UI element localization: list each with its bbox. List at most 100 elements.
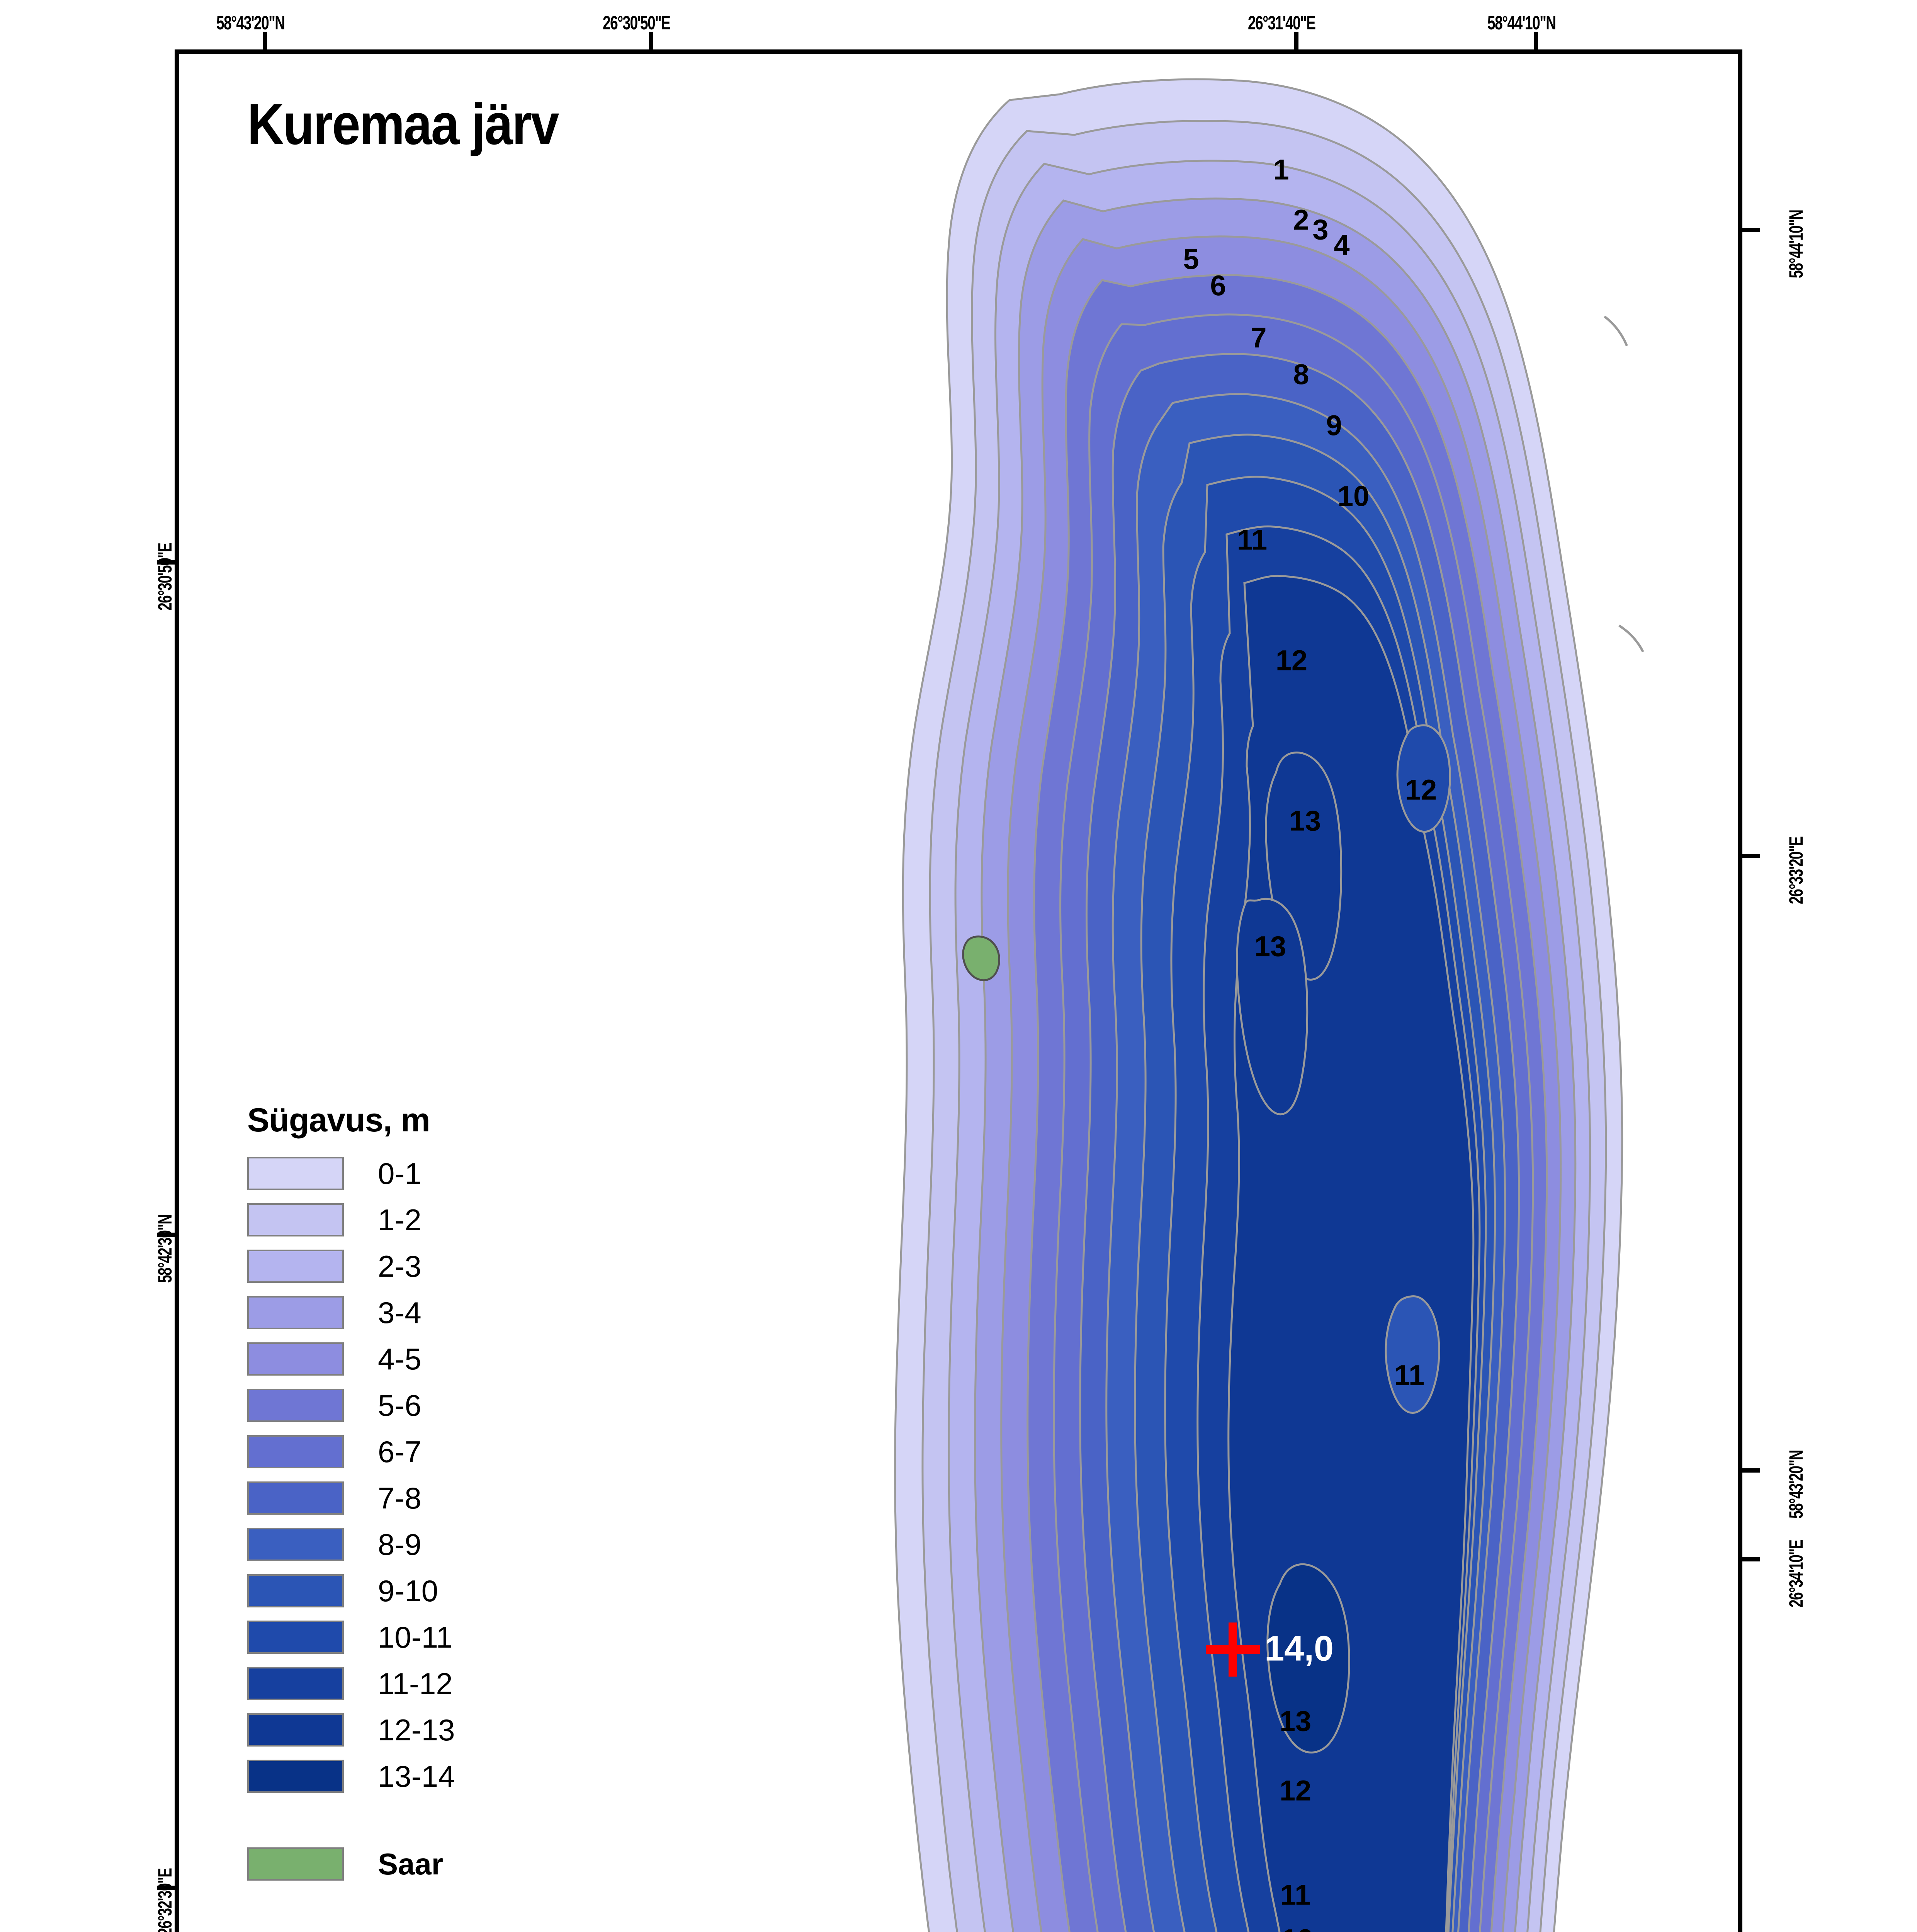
depth-swatch: [247, 1760, 344, 1793]
depth-contour-label: 9: [1326, 409, 1342, 442]
graticule-tick-left: [157, 560, 175, 565]
legend-item-depth[interactable]: 8-9: [247, 1521, 711, 1568]
depth-swatch: [247, 1713, 344, 1747]
legend-label-depth: 6-7: [378, 1434, 421, 1469]
depth-contour-label: 5: [1183, 243, 1199, 276]
graticule-label-right: 58°44'10"N: [1785, 210, 1807, 278]
deepest-point-marker: [1206, 1622, 1260, 1677]
legend-item-depth[interactable]: 10-11: [247, 1614, 711, 1660]
graticule-tick-right: [1742, 1468, 1760, 1473]
legend-label-depth: 10-11: [378, 1620, 453, 1654]
depth-contour-label: 12: [1405, 774, 1437, 806]
legend-item-depth[interactable]: 1-2: [247, 1197, 711, 1243]
legend-item-island[interactable]: Saar: [247, 1835, 711, 1893]
graticule-tick-right: [1742, 228, 1760, 232]
graticule-label-right: 58°43'20"N: [1785, 1450, 1807, 1519]
legend-item-depth[interactable]: 3-4: [247, 1289, 711, 1336]
depth-contour-label: 13: [1279, 1705, 1312, 1737]
depth-contour-label: 12: [1275, 644, 1308, 677]
depth-contour-label: 4: [1334, 229, 1350, 261]
legend-label-depth: 2-3: [378, 1249, 421, 1283]
legend-item-depth[interactable]: 5-6: [247, 1382, 711, 1429]
deep-pocket-east: [1396, 724, 1451, 833]
legend-label-depth: 9-10: [378, 1573, 438, 1608]
depth-swatch: [247, 1203, 344, 1236]
depth-swatch: [247, 1296, 344, 1329]
deep-pocket-mid-east: [1385, 1295, 1440, 1414]
graticule-tick-top: [1294, 32, 1298, 49]
depth-contour-label: 13: [1289, 804, 1321, 837]
legend-label-depth: 4-5: [378, 1342, 421, 1376]
graticule-tick-right: [1742, 1557, 1760, 1561]
shoreline-filament-e: [1618, 624, 1644, 653]
legend: Sügavus, m 0-1 1-2 2-3 3-4 4-5 5-6 6-7 7-8 8-9 9-…: [247, 1101, 711, 1932]
graticule-label-top: 58°44'10"N: [1487, 12, 1556, 34]
legend-item-depth[interactable]: 12-13: [247, 1707, 711, 1753]
island-swatch-box: [247, 1847, 344, 1881]
legend-item-depth[interactable]: 7-8: [247, 1475, 711, 1521]
depth-contour-label: 13: [1254, 930, 1286, 963]
legend-title: Sügavus, m: [247, 1102, 430, 1139]
depth-contour-label: 3: [1312, 213, 1329, 246]
legend-label-island: Saar: [378, 1847, 444, 1881]
legend-item-depth[interactable]: 6-7: [247, 1429, 711, 1475]
graticule-tick-right: [1742, 854, 1760, 858]
depth-contour-label: 10: [1337, 480, 1370, 512]
island-saar: [962, 935, 1000, 981]
island-swatch: [247, 1847, 344, 1881]
graticule-label-left: 26°30'50"E: [154, 543, 176, 611]
map-canvas[interactable]: 1234567891011121213131113121110987654321…: [179, 54, 1738, 1932]
legend-label-depth: 13-14: [378, 1759, 455, 1793]
page-title: Kuremaa järv: [247, 92, 559, 156]
depth-swatch: [247, 1528, 344, 1561]
depth-contour-label: 1: [1273, 153, 1289, 186]
legend-label-depth: 11-12: [378, 1666, 453, 1701]
graticule-tick-left: [157, 1886, 175, 1890]
graticule-label-left: 26°32'30"E: [154, 1868, 176, 1932]
legend-item-depth[interactable]: 13-14: [247, 1753, 711, 1799]
graticule-tick-top: [1534, 32, 1538, 49]
bathymetry-svg: [894, 78, 1644, 1932]
depth-contour-label: 11: [1237, 524, 1268, 556]
graticule-label-right: 26°33'20"E: [1785, 837, 1807, 904]
depth-swatch: [247, 1250, 344, 1283]
legend-item-depth[interactable]: 0-1: [247, 1150, 711, 1197]
graticule-label-left: 58°42'30"N: [154, 1214, 176, 1283]
legend-label-depth: 0-1: [378, 1156, 421, 1190]
depth-swatch: [247, 1389, 344, 1422]
depth-swatch: [247, 1435, 344, 1468]
depth-swatch: [247, 1574, 344, 1607]
graticule-tick-left: [157, 1233, 175, 1237]
depth-swatch: [247, 1342, 344, 1376]
graticule-tick-top: [263, 32, 267, 49]
legend-label-depth: 7-8: [378, 1481, 421, 1515]
depth-contour-label: 11: [1280, 1879, 1311, 1911]
graticule-label-right: 26°34'10"E: [1785, 1540, 1807, 1607]
legend-item-depth[interactable]: 11-12: [247, 1660, 711, 1707]
graticule-label-top: 26°31'40"E: [1248, 12, 1316, 34]
depth-contour-label: 8: [1293, 358, 1309, 391]
legend-label-depth: 8-9: [378, 1527, 421, 1561]
graticule-label-top: 26°30'50"E: [603, 12, 671, 34]
deep-pocket-north-b: [1236, 898, 1309, 1116]
legend-item-deepest-point[interactable]: Sügavaim punkt, m: [247, 1930, 711, 1932]
depth-swatch: [247, 1157, 344, 1190]
legend-label-depth: 1-2: [378, 1202, 421, 1237]
depth-contour-label: 2: [1293, 204, 1309, 236]
shoreline-filament-ne: [1604, 315, 1628, 347]
depth-contour-label: 10: [1281, 1923, 1313, 1932]
depth-swatch: [247, 1621, 344, 1654]
depth-contour-label: 7: [1251, 321, 1267, 354]
legend-item-depth[interactable]: 2-3: [247, 1243, 711, 1289]
graticule-label-top: 58°43'20"N: [216, 12, 285, 34]
graticule-tick-top: [649, 32, 653, 49]
depth-contour-label: 12: [1279, 1774, 1312, 1807]
legend-label-depth: 3-4: [378, 1295, 421, 1330]
depth-contour-label: 6: [1210, 269, 1226, 302]
legend-item-depth[interactable]: 9-10: [247, 1568, 711, 1614]
depth-contour-label: 11: [1394, 1359, 1425, 1391]
depth-swatch: [247, 1481, 344, 1515]
legend-item-depth[interactable]: 4-5: [247, 1336, 711, 1382]
legend-depth-classes: 0-1 1-2 2-3 3-4 4-5 5-6 6-7 7-8 8-9 9-10 10-11 11-1…: [247, 1150, 711, 1799]
